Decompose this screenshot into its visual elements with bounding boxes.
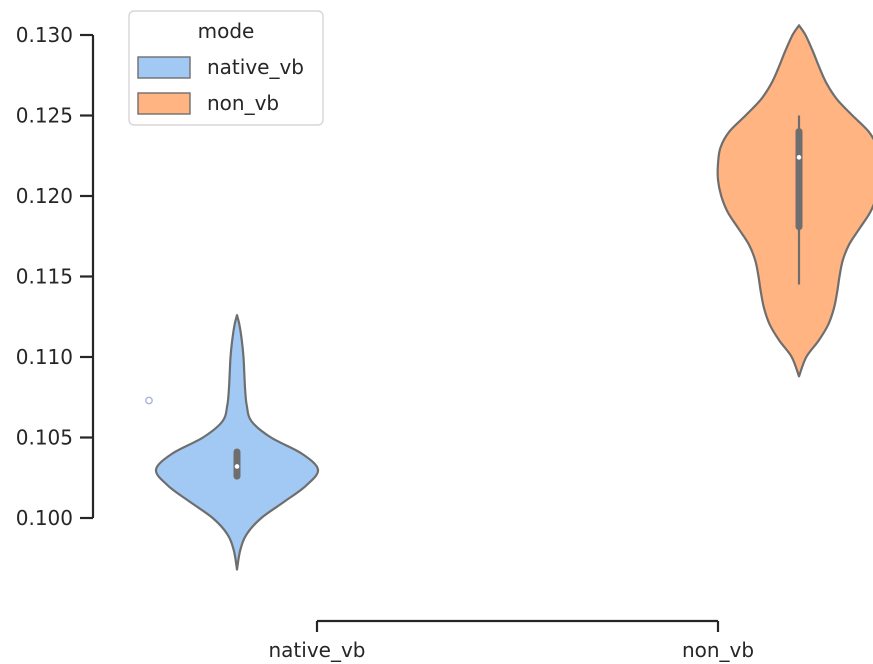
violin-body-native_vb bbox=[154, 314, 320, 571]
legend-label-native_vb: native_vb bbox=[207, 55, 304, 79]
outlier-point-native_vb-0 bbox=[145, 396, 153, 405]
legend-label-non_vb: non_vb bbox=[207, 91, 279, 115]
y-tick-label: 0.115 bbox=[16, 265, 73, 289]
y-tick-label: 0.105 bbox=[16, 426, 73, 450]
x-tick-label: non_vb bbox=[682, 638, 754, 662]
y-tick-label: 0.110 bbox=[16, 345, 73, 369]
y-tick-label: 0.100 bbox=[16, 506, 73, 530]
y-tick-label: 0.130 bbox=[16, 23, 73, 47]
x-axis: native_vb non_vb bbox=[268, 619, 754, 662]
violin-median-native_vb bbox=[234, 464, 240, 469]
y-tick-label: 0.125 bbox=[16, 104, 73, 128]
legend: mode native_vb non_vb bbox=[128, 10, 324, 126]
violin-median-non_vb bbox=[796, 155, 802, 160]
violins-layer bbox=[145, 24, 873, 571]
y-tick-label: 0.120 bbox=[16, 184, 73, 208]
violin-body-non_vb bbox=[716, 24, 873, 378]
y-axis: 0.100 0.105 0.110 0.115 0.120 0.125 0.130 bbox=[16, 23, 95, 530]
legend-title: mode bbox=[198, 19, 255, 43]
x-tick-label: native_vb bbox=[268, 638, 365, 662]
legend-swatch-native_vb bbox=[137, 56, 191, 79]
legend-swatch-non_vb bbox=[137, 92, 191, 115]
